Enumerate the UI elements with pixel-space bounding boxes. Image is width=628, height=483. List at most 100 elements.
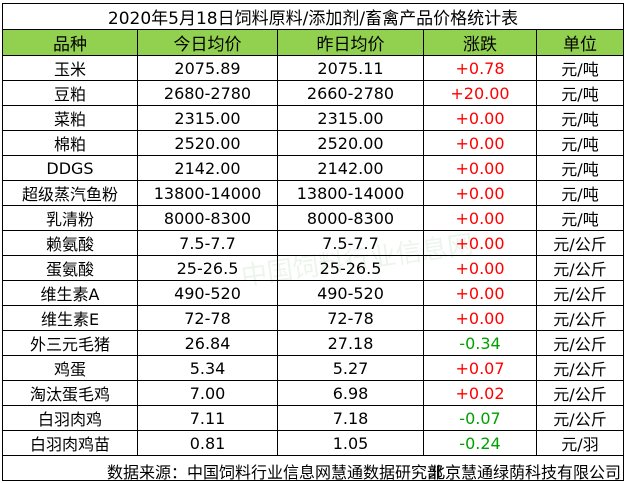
cell-unit: 元/公斤 [536,380,624,406]
cell-change: -0.24 [423,430,537,456]
cell-change: +0.00 [423,155,537,181]
cell-variety: 鸡蛋 [2,355,138,381]
cell-unit: 元/公斤 [536,255,624,281]
cell-yesterday: 25-26.5 [277,255,424,281]
header-today: 今日均价 [137,29,278,56]
cell-variety: 玉米 [2,55,138,81]
table-row: 蛋氨酸 25-26.5 25-26.5 +0.00 元/公斤 [2,255,624,281]
table-title: 2020年5月18日饲料原料/添加剂/畜禽产品价格统计表 [2,3,624,30]
cell-today: 72-78 [137,305,278,331]
cell-change: +20.00 [423,80,537,106]
table-row: 豆粕 2680-2780 2660-2780 +20.00 元/吨 [2,80,624,106]
cell-change: +0.00 [423,205,537,231]
cell-unit: 元/公斤 [536,355,624,381]
cell-variety: 淘汰蛋毛鸡 [2,380,138,406]
cell-yesterday: 1.05 [277,430,424,456]
cell-today: 5.34 [137,355,278,381]
footer-company: 北京慧通绿荫科技有限公司 [428,463,621,482]
cell-change: +0.00 [423,305,537,331]
table-row: 维生素A 490-520 490-520 +0.00 元/公斤 [2,280,624,306]
cell-today: 26.84 [137,330,278,356]
table-row: 玉米 2075.89 2075.11 +0.78 元/吨 [2,55,624,81]
table-row: 维生素E 72-78 72-78 +0.00 元/公斤 [2,305,624,331]
cell-today: 2680-2780 [137,80,278,106]
cell-today: 7.11 [137,405,278,431]
footer: 数据来源：中国饲料行业信息网慧通数据研究部 北京慧通绿荫科技有限公司 [2,455,624,482]
table-row: 赖氨酸 7.5-7.7 7.5-7.7 +0.00 元/公斤 [2,230,624,256]
header-variety: 品种 [2,29,138,56]
header-change: 涨跌 [423,29,537,56]
cell-yesterday: 7.5-7.7 [277,230,424,256]
header-unit: 单位 [536,29,624,56]
table-row: 超级蒸汽鱼粉 13800-14000 13800-14000 +0.00 元/吨 [2,180,624,206]
price-table: 2020年5月18日饲料原料/添加剂/畜禽产品价格统计表 品种 今日均价 昨日均… [2,3,624,482]
table-row: 菜粕 2315.00 2315.00 +0.00 元/吨 [2,105,624,131]
cell-change: +0.07 [423,355,537,381]
cell-today: 2075.89 [137,55,278,81]
cell-variety: 维生素A [2,280,138,306]
cell-variety: 赖氨酸 [2,230,138,256]
cell-today: 25-26.5 [137,255,278,281]
cell-variety: 棉粕 [2,130,138,156]
cell-yesterday: 8000-8300 [277,205,424,231]
cell-variety: 蛋氨酸 [2,255,138,281]
cell-variety: 超级蒸汽鱼粉 [2,180,138,206]
cell-yesterday: 2142.00 [277,155,424,181]
cell-unit: 元/吨 [536,80,624,106]
cell-yesterday: 2520.00 [277,130,424,156]
cell-change: -0.07 [423,405,537,431]
cell-unit: 元/公斤 [536,280,624,306]
cell-today: 8000-8300 [137,205,278,231]
table-row: 外三元毛猪 26.84 27.18 -0.34 元/公斤 [2,330,624,356]
cell-today: 2142.00 [137,155,278,181]
cell-unit: 元/羽 [536,430,624,456]
cell-today: 7.00 [137,380,278,406]
cell-yesterday: 7.18 [277,405,424,431]
cell-today: 7.5-7.7 [137,230,278,256]
cell-variety: 菜粕 [2,105,138,131]
cell-yesterday: 2660-2780 [277,80,424,106]
cell-variety: 白羽肉鸡苗 [2,430,138,456]
cell-unit: 元/吨 [536,130,624,156]
cell-yesterday: 2075.11 [277,55,424,81]
cell-variety: DDGS [2,155,138,181]
cell-today: 13800-14000 [137,180,278,206]
cell-variety: 外三元毛猪 [2,330,138,356]
cell-unit: 元/公斤 [536,230,624,256]
header-row: 品种 今日均价 昨日均价 涨跌 单位 [2,29,624,56]
cell-yesterday: 490-520 [277,280,424,306]
header-yesterday: 昨日均价 [277,29,424,56]
cell-change: +0.00 [423,130,537,156]
cell-change: +0.00 [423,105,537,131]
cell-today: 2315.00 [137,105,278,131]
cell-unit: 元/吨 [536,55,624,81]
cell-unit: 元/公斤 [536,405,624,431]
cell-change: -0.34 [423,330,537,356]
cell-yesterday: 13800-14000 [277,180,424,206]
cell-unit: 元/吨 [536,155,624,181]
footer-source: 数据来源：中国饲料行业信息网慧通数据研究部 [106,463,443,482]
cell-unit: 元/公斤 [536,330,624,356]
cell-today: 2520.00 [137,130,278,156]
cell-unit: 元/吨 [536,205,624,231]
cell-yesterday: 2315.00 [277,105,424,131]
cell-variety: 维生素E [2,305,138,331]
cell-yesterday: 27.18 [277,330,424,356]
cell-change: +0.00 [423,230,537,256]
table-row: 乳清粉 8000-8300 8000-8300 +0.00 元/吨 [2,205,624,231]
table-row: 白羽肉鸡 7.11 7.18 -0.07 元/公斤 [2,405,624,431]
cell-today: 490-520 [137,280,278,306]
cell-yesterday: 72-78 [277,305,424,331]
table-row: 鸡蛋 5.34 5.27 +0.07 元/公斤 [2,355,624,381]
table-row: 白羽肉鸡苗 0.81 1.05 -0.24 元/羽 [2,430,624,456]
cell-change: +0.00 [423,255,537,281]
cell-variety: 乳清粉 [2,205,138,231]
cell-change: +0.02 [423,380,537,406]
cell-change: +0.78 [423,55,537,81]
cell-yesterday: 6.98 [277,380,424,406]
cell-change: +0.00 [423,180,537,206]
cell-today: 0.81 [137,430,278,456]
cell-variety: 豆粕 [2,80,138,106]
table-row: 棉粕 2520.00 2520.00 +0.00 元/吨 [2,130,624,156]
cell-unit: 元/公斤 [536,305,624,331]
